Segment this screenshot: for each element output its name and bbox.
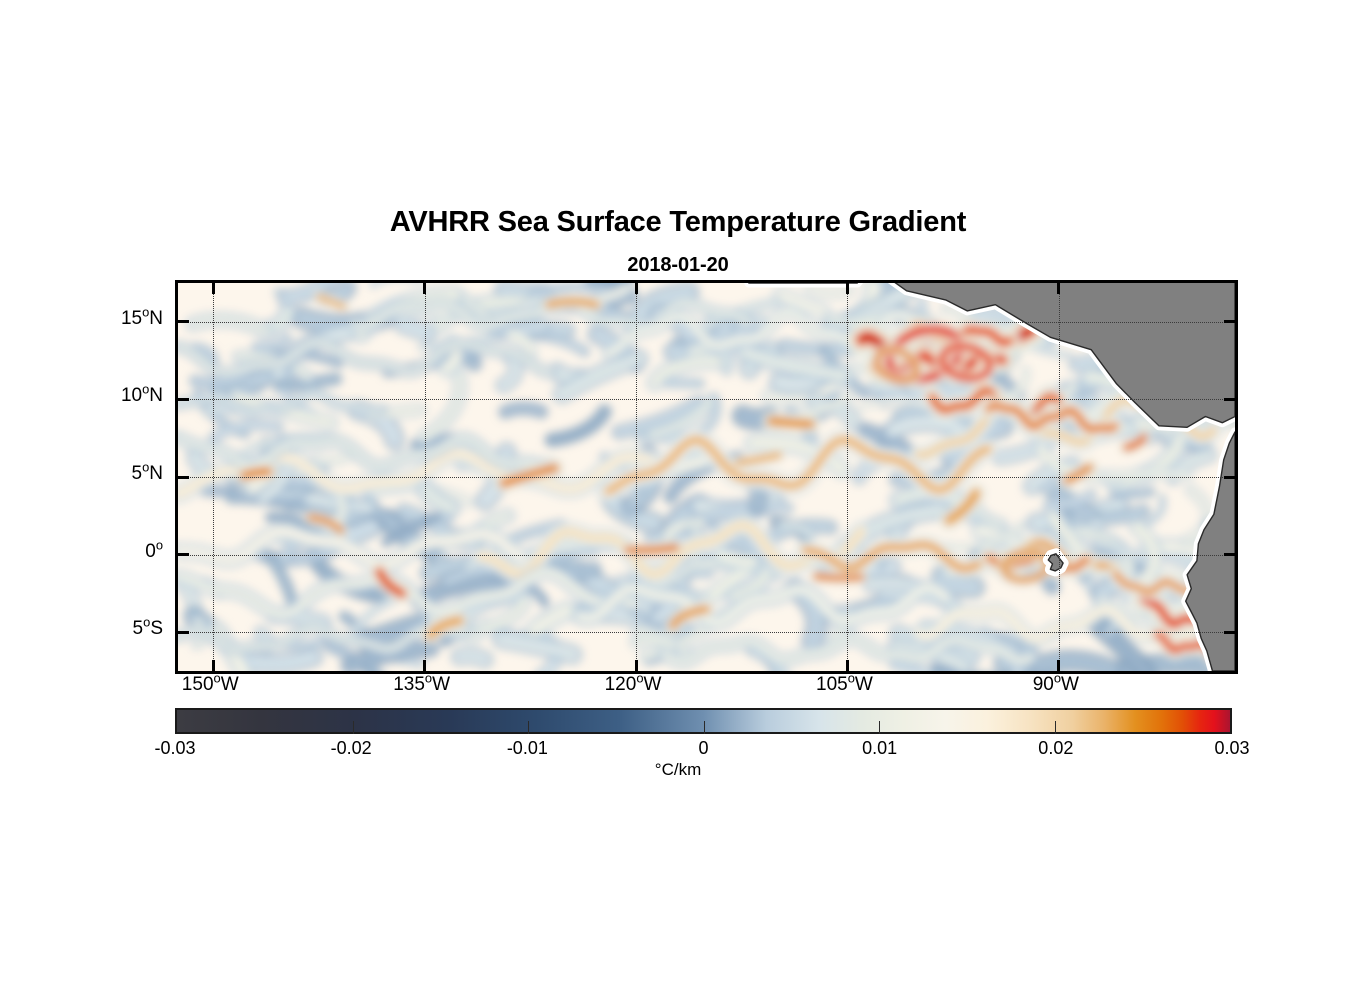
tickmark-latitude <box>178 320 189 324</box>
tickmark-latitude <box>178 553 189 557</box>
tickmark-longitude <box>845 660 849 671</box>
x-tick-label: 150oW <box>181 670 239 695</box>
x-tick-label: 120oW <box>604 670 662 695</box>
tickmark-longitude <box>211 283 215 294</box>
gridline-longitude <box>1058 283 1060 671</box>
tickmark-latitude <box>178 397 189 401</box>
colorbar-tick-label: 0 <box>698 738 709 758</box>
gridline-longitude <box>636 283 638 671</box>
map-axes <box>175 280 1238 674</box>
x-tick-label: 90oW <box>1032 670 1079 695</box>
colorbar-tick-label: 0.02 <box>1038 738 1074 758</box>
colorbar-tick-label: -0.03 <box>154 738 196 758</box>
land-south-america <box>1185 431 1235 671</box>
colorbar-tick-label: 0.03 <box>1214 738 1250 758</box>
gradient-filaments <box>178 283 1235 671</box>
tickmark-longitude <box>423 283 427 294</box>
tickmark-latitude <box>178 630 189 634</box>
y-tick-label: 10oN <box>120 382 163 407</box>
page-title: AVHRR Sea Surface Temperature Gradient <box>389 206 967 238</box>
y-axis-tick-labels: 15oN 10oN 5oN 0o 5oS <box>95 280 163 668</box>
gridline-longitude <box>424 283 426 671</box>
colorbar[interactable] <box>175 708 1232 734</box>
colorbar-tickmark <box>703 721 705 734</box>
tickmark-latitude <box>1224 320 1235 324</box>
colorbar-tick-labels: -0.03 -0.02 -0.01 0 0.01 0.02 0.03 <box>154 738 1249 764</box>
tickmark-latitude <box>1224 397 1235 401</box>
tickmark-latitude <box>1224 553 1235 557</box>
colorbar-tickmark <box>879 721 880 734</box>
tickmark-latitude <box>1224 475 1235 479</box>
figure-subtitle-date: 2018-01-20 <box>627 254 729 276</box>
colorbar-tick-label: 0.01 <box>862 738 898 758</box>
tickmark-longitude <box>211 660 215 671</box>
land-central-america-mexico <box>748 283 1235 429</box>
tickmark-longitude <box>1057 283 1061 294</box>
colorbar-tickmark <box>528 721 529 734</box>
gridline-latitude <box>178 554 1235 556</box>
x-axis-tick-labels: 150oW 135oW 120oW 105oW 90oW <box>175 670 1232 704</box>
x-tick-label: 105oW <box>816 670 873 695</box>
colorbar-unit-label: °C/km <box>654 760 702 779</box>
colorbar-tickmark <box>352 721 354 734</box>
y-tick-label: 15oN <box>120 304 163 329</box>
tickmark-longitude <box>1057 660 1061 671</box>
land-layer <box>744 283 1235 671</box>
colorbar-tick-label: -0.02 <box>330 738 372 758</box>
colorbar-tick-label: -0.01 <box>506 738 548 758</box>
tickmark-longitude <box>634 283 638 294</box>
gridline-latitude <box>178 632 1235 634</box>
y-tick-label: 5oN <box>131 459 164 484</box>
y-tick-label: 0o <box>145 537 163 562</box>
tickmark-longitude <box>845 283 849 294</box>
gridline-latitude <box>178 321 1235 323</box>
gridline-longitude <box>847 283 849 671</box>
tickmark-latitude <box>178 475 189 479</box>
tickmark-latitude <box>1224 630 1235 634</box>
colorbar-tickmark <box>1054 721 1056 734</box>
gridline-latitude <box>178 477 1235 478</box>
tickmark-longitude <box>634 660 638 671</box>
gridline-latitude <box>178 399 1235 401</box>
y-tick-label: 5oS <box>132 614 163 640</box>
tickmark-longitude <box>423 660 427 671</box>
x-tick-label: 135oW <box>393 670 451 695</box>
gridline-longitude <box>213 283 215 671</box>
